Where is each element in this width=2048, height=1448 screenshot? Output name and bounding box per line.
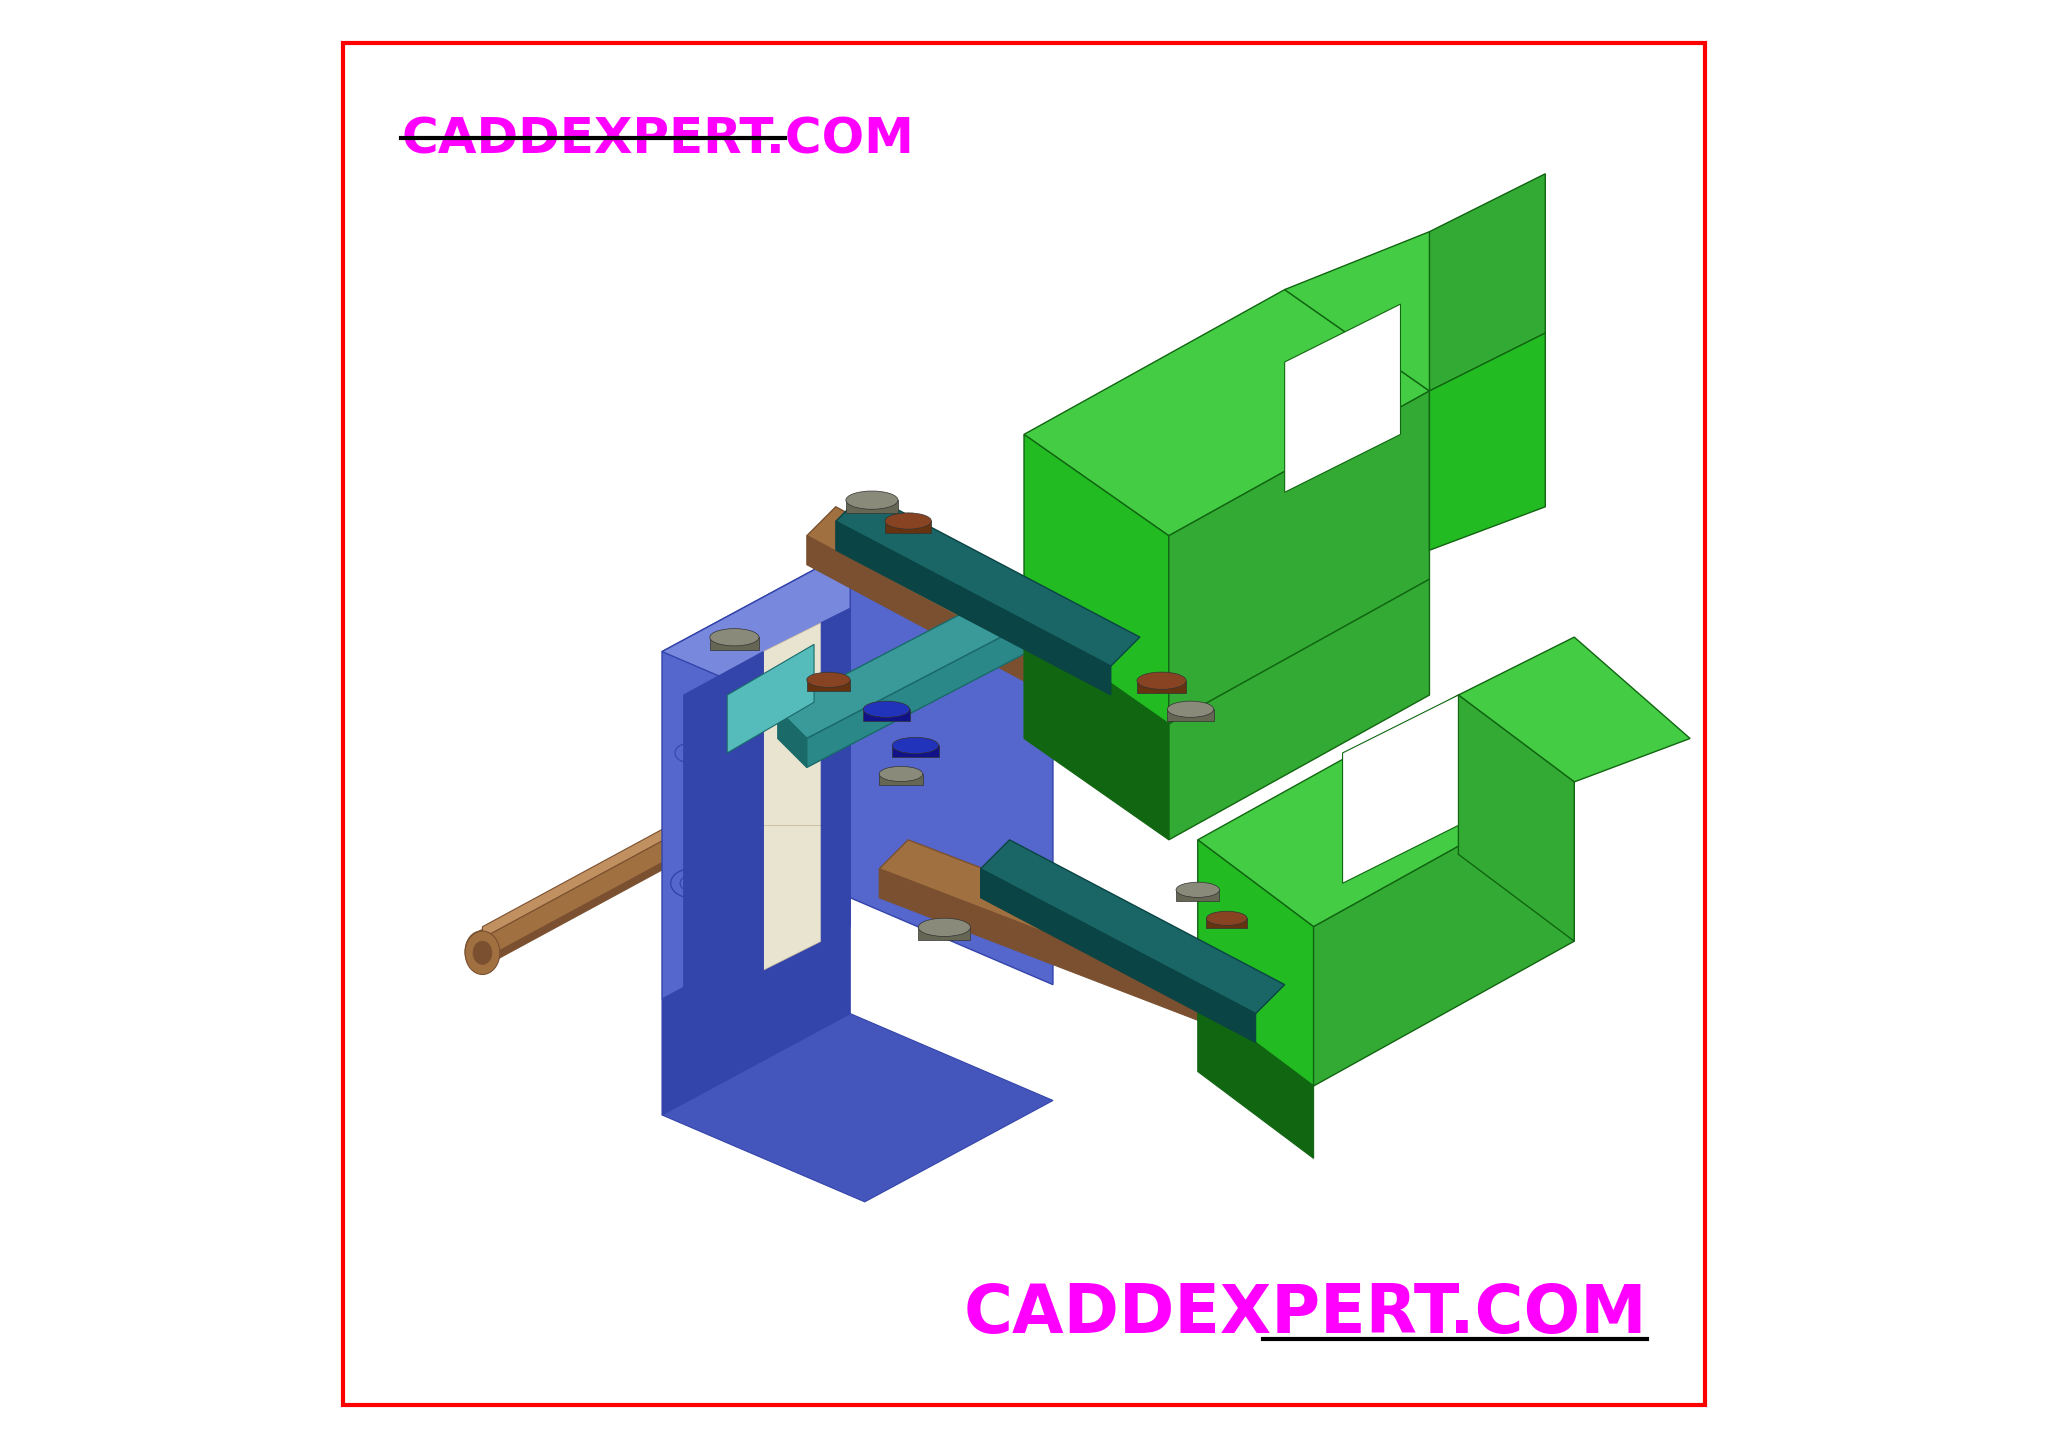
Polygon shape xyxy=(1284,304,1401,492)
Polygon shape xyxy=(1343,695,1458,883)
Polygon shape xyxy=(879,869,1255,1043)
Polygon shape xyxy=(1176,889,1219,901)
Polygon shape xyxy=(778,710,807,767)
Polygon shape xyxy=(864,710,909,721)
Polygon shape xyxy=(918,927,971,940)
Polygon shape xyxy=(807,536,1212,782)
Text: CADDEXPERT.COM: CADDEXPERT.COM xyxy=(963,1280,1647,1347)
Polygon shape xyxy=(1206,918,1247,928)
Polygon shape xyxy=(727,644,813,753)
Ellipse shape xyxy=(918,918,971,937)
Polygon shape xyxy=(885,521,932,533)
Polygon shape xyxy=(1430,174,1546,391)
Polygon shape xyxy=(662,550,1053,738)
Polygon shape xyxy=(1198,840,1313,1086)
Polygon shape xyxy=(764,825,821,970)
Polygon shape xyxy=(836,521,1110,695)
Polygon shape xyxy=(473,811,721,941)
Polygon shape xyxy=(483,825,690,960)
Polygon shape xyxy=(483,814,690,938)
Polygon shape xyxy=(879,840,1284,1014)
Polygon shape xyxy=(1169,391,1430,724)
Polygon shape xyxy=(1198,695,1575,927)
Polygon shape xyxy=(662,1014,1053,1202)
Ellipse shape xyxy=(1167,701,1214,717)
Polygon shape xyxy=(1167,710,1214,721)
Ellipse shape xyxy=(885,513,932,529)
Polygon shape xyxy=(684,652,764,869)
Ellipse shape xyxy=(864,701,909,717)
Polygon shape xyxy=(981,840,1284,1014)
Ellipse shape xyxy=(846,491,897,510)
Ellipse shape xyxy=(1137,672,1186,689)
Polygon shape xyxy=(764,623,821,825)
Polygon shape xyxy=(1458,695,1575,941)
Ellipse shape xyxy=(893,737,938,753)
Polygon shape xyxy=(1169,579,1430,840)
Polygon shape xyxy=(807,565,1141,767)
Polygon shape xyxy=(684,794,727,833)
Polygon shape xyxy=(662,550,850,999)
Polygon shape xyxy=(1313,782,1575,1086)
Polygon shape xyxy=(1198,999,1313,1158)
Polygon shape xyxy=(1024,623,1169,840)
Ellipse shape xyxy=(1206,911,1247,925)
Polygon shape xyxy=(807,679,850,691)
Polygon shape xyxy=(821,608,850,825)
Polygon shape xyxy=(846,500,897,513)
Polygon shape xyxy=(711,637,760,650)
Ellipse shape xyxy=(807,672,850,688)
Polygon shape xyxy=(662,898,850,1115)
Polygon shape xyxy=(1430,333,1546,550)
Polygon shape xyxy=(1024,434,1169,724)
Ellipse shape xyxy=(465,931,498,972)
Polygon shape xyxy=(1137,681,1186,694)
Polygon shape xyxy=(778,536,1141,738)
Polygon shape xyxy=(981,869,1255,1043)
Polygon shape xyxy=(821,811,850,941)
Polygon shape xyxy=(807,507,1241,753)
Polygon shape xyxy=(879,773,924,785)
Ellipse shape xyxy=(680,791,731,822)
Polygon shape xyxy=(850,550,1053,985)
Polygon shape xyxy=(1024,290,1430,536)
Ellipse shape xyxy=(879,766,924,782)
Polygon shape xyxy=(483,847,690,967)
Polygon shape xyxy=(473,934,487,970)
Polygon shape xyxy=(893,746,938,757)
Ellipse shape xyxy=(1176,882,1219,898)
Polygon shape xyxy=(1458,637,1690,782)
Ellipse shape xyxy=(473,941,492,964)
Polygon shape xyxy=(836,492,1141,666)
Polygon shape xyxy=(1284,232,1546,391)
Polygon shape xyxy=(684,825,764,1014)
Text: CADDEXPERT.COM: CADDEXPERT.COM xyxy=(401,116,913,164)
Ellipse shape xyxy=(711,628,760,646)
Ellipse shape xyxy=(465,931,500,975)
